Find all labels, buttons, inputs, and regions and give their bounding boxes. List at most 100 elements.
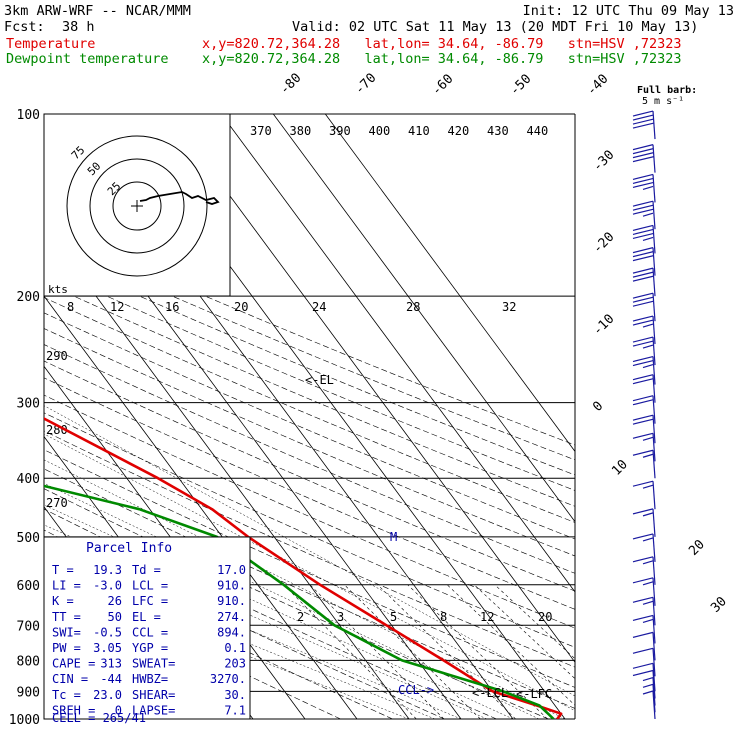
parcel-info-cell: HWBZ= <box>132 672 168 686</box>
hodograph-ring <box>66 135 208 277</box>
mixing-ratio-line <box>407 584 548 719</box>
parcel-info-cell: SWEAT= <box>132 657 175 671</box>
parcel-info-cell: LFC = <box>132 594 168 608</box>
isotherm-label: -60 <box>429 72 456 99</box>
barb-legend-units: 5 m s⁻¹ <box>642 96 684 107</box>
mixing-ratio-line <box>473 584 575 680</box>
mixing-ratio-line <box>494 584 575 660</box>
parcel-info-cell: 0.1 <box>224 641 246 655</box>
mixing-ratio-label: 12 <box>480 610 494 624</box>
theta-label: 280 <box>46 423 68 437</box>
parcel-info-cell: YGP = <box>132 641 168 655</box>
wind-barb <box>632 508 656 537</box>
dry-adiabat <box>44 468 575 709</box>
parcel-info-cell: 274. <box>217 610 246 624</box>
temperature-legend: Temperature <box>6 36 96 52</box>
mixing-ratio-label: 3 <box>337 610 344 624</box>
parcel-info-cell: PW = <box>52 641 81 655</box>
wind-barb <box>632 336 656 366</box>
wind-barb <box>632 449 656 479</box>
pressure-tick-label: 500 <box>17 531 40 546</box>
mixing-ratio-label: 24 <box>312 300 326 314</box>
isotherm <box>324 114 575 453</box>
theta-label: 430 <box>487 124 509 138</box>
parcel-info-cell: Tc = <box>52 688 81 702</box>
parcel-info-cell: 910. <box>217 594 246 608</box>
theta-label: 270 <box>46 496 68 510</box>
dry-adiabat <box>44 430 575 668</box>
wind-barb <box>632 596 656 626</box>
dry-adiabat <box>44 312 575 540</box>
isotherm-label: 10 <box>609 457 631 479</box>
isotherm <box>168 114 575 663</box>
moist-adiabat <box>44 405 575 697</box>
isotherm-label: -70 <box>352 71 379 98</box>
hodograph-ring <box>89 158 185 254</box>
mixing-ratio-line <box>377 584 516 719</box>
wind-barb <box>632 577 656 606</box>
wind-barb <box>632 556 656 585</box>
mixing-ratio-label: 28 <box>406 300 420 314</box>
model-title: 3km ARW-WRF -- NCAR/MMM <box>4 3 191 19</box>
isotherm <box>220 114 575 593</box>
isotherm <box>44 225 410 719</box>
parcel-info-cell: T = <box>52 563 74 577</box>
mixing-ratio-line <box>446 584 575 706</box>
parcel-info-cell: 3270. <box>210 672 246 686</box>
theta-label: 410 <box>408 124 430 138</box>
parcel-info-cell: 313 <box>100 657 122 671</box>
parcel-info-title: Parcel Info <box>86 541 172 556</box>
mixing-ratio-line <box>309 584 445 719</box>
mixing-ratio-label: 32 <box>502 300 516 314</box>
theta-label: 370 <box>250 124 272 138</box>
mixing-ratio-line <box>283 584 417 719</box>
dry-adiabat <box>44 412 575 648</box>
parcel-info-panel: Parcel Info T = 19.3 Td = 17.0 LI = -3.0 LCL =… <box>43 536 251 725</box>
profiles <box>44 417 563 719</box>
wind-barb <box>632 315 656 345</box>
wind-barb <box>632 247 656 276</box>
dry-adiabat <box>44 449 575 688</box>
parcel-info-cell: Td = <box>132 563 161 577</box>
parcel-info-cell: SHEAR= <box>132 688 175 702</box>
hodograph-mean-marker: M <box>390 530 397 544</box>
mixing-ratio-label: 16 <box>165 300 179 314</box>
parcel-info-frame <box>43 536 251 720</box>
wind-barb <box>642 690 656 720</box>
parcel-info-cell: 26 <box>108 594 122 608</box>
parcel-info-cell: 0 <box>115 703 122 717</box>
wind-barbs <box>632 110 656 720</box>
parcel-info-cell: LAPSE= <box>132 703 175 717</box>
parcel-info-cell: CCL = <box>132 625 168 639</box>
parcel-info-cell: -44 <box>100 672 122 686</box>
theta-label: 290 <box>46 349 68 363</box>
isotherm-label: -50 <box>507 72 534 99</box>
isotherm-label: -40 <box>584 72 611 99</box>
theta-label: 420 <box>448 124 470 138</box>
el-marker: <-EL <box>305 373 334 387</box>
wind-barb <box>632 395 656 424</box>
parcel-info-cell: 19.3 <box>93 563 122 577</box>
isotherm-label: -30 <box>590 148 617 175</box>
lcl-marker: <-LCL <box>472 686 508 700</box>
parcel-info-cell: 203 <box>224 657 246 671</box>
parcel-info-cell: 23.0 <box>93 688 122 702</box>
pressure-tick-label: 800 <box>17 654 40 669</box>
theta-label: 400 <box>369 124 391 138</box>
temperature-profile <box>44 417 563 719</box>
pressure-tick-label: 900 <box>17 685 40 700</box>
parcel-info-cell: 30. <box>224 688 246 702</box>
dry-adiabat <box>44 488 549 719</box>
dry-adiabat <box>44 297 575 523</box>
wind-barb <box>632 224 656 254</box>
wind-barb <box>632 414 656 444</box>
dry-adiabat <box>44 328 575 557</box>
parcel-info-cell: 894. <box>217 625 246 639</box>
wind-barb <box>632 647 656 677</box>
parcel-info-cell: 3.05 <box>93 641 122 655</box>
theta-label: 380 <box>290 124 312 138</box>
hodograph-ring <box>112 181 162 231</box>
theta-label: 390 <box>329 124 351 138</box>
